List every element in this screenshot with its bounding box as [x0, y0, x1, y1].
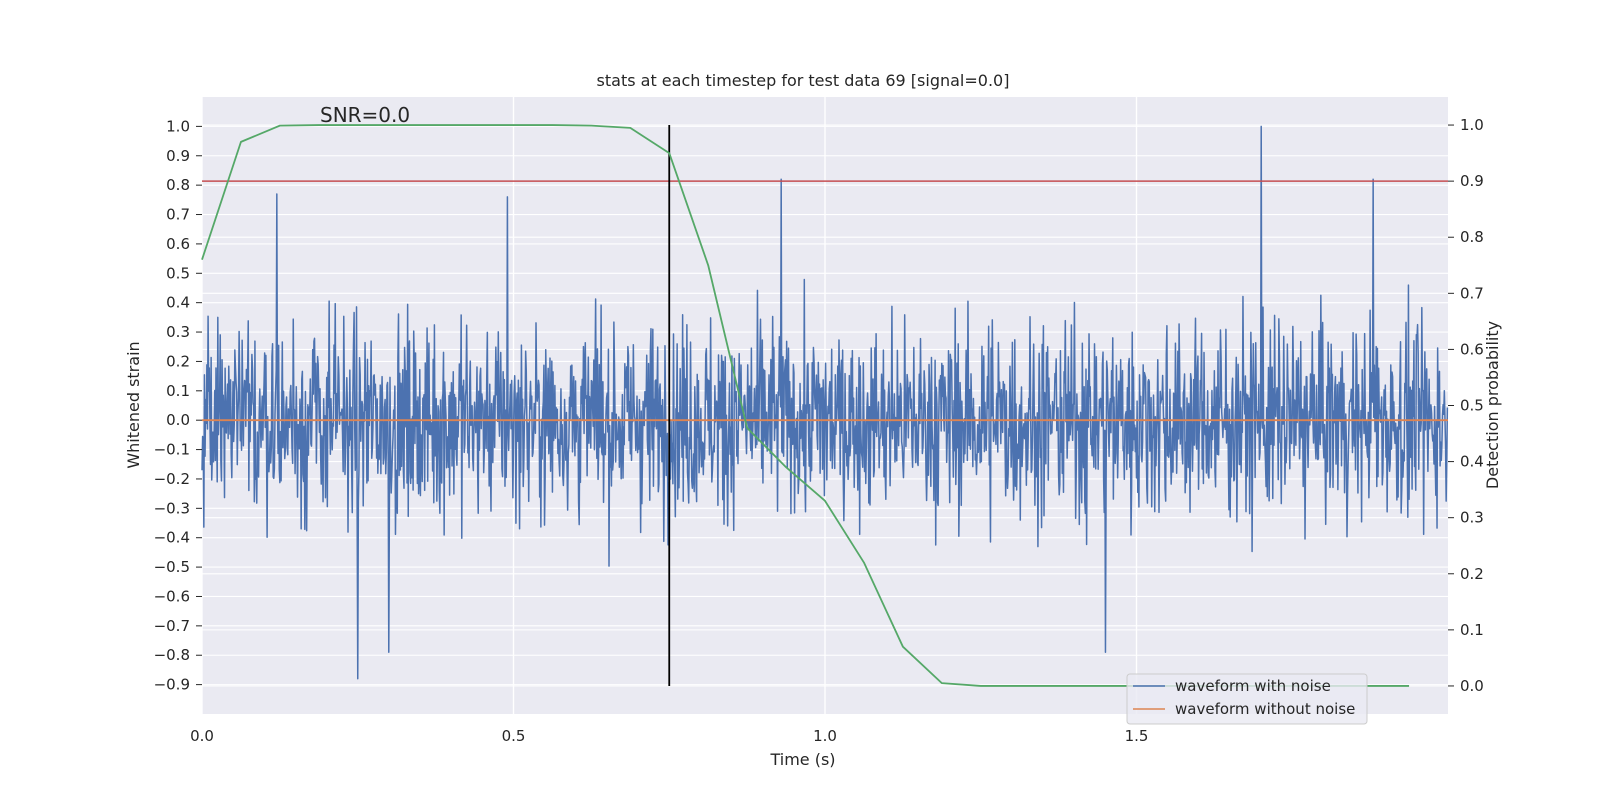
- y-left-tick-label: 0.9: [166, 147, 190, 165]
- y-left-tick-label: 1.0: [166, 117, 190, 135]
- x-tick-label: 0.5: [502, 727, 526, 745]
- y-left-tick-label: 0.8: [166, 176, 190, 194]
- y-left-tick-label: 0.3: [166, 323, 190, 341]
- y-left-axis-ticks: −0.9 −0.8 −0.7 −0.6 −0.5 −0.4 −0.3 −0.2 −0.1 0.0 0…: [154, 117, 202, 694]
- y-right-tick-label: 0.2: [1460, 565, 1484, 583]
- y-right-tick-label: 0.8: [1460, 228, 1484, 246]
- line-waveform-with-noise: [201, 125, 1449, 680]
- y-left-tick-label: −0.5: [154, 558, 190, 576]
- y-left-tick-label: −0.6: [154, 587, 190, 605]
- y-right-tick-label: 1.0: [1460, 116, 1484, 134]
- y-left-tick-label: −0.3: [154, 499, 190, 517]
- x-tick-label: 1.5: [1125, 727, 1149, 745]
- y-left-tick-label: 0.6: [166, 235, 190, 253]
- y-left-tick-label: 0.4: [166, 294, 190, 312]
- legend-label-waveform-with-noise: waveform with noise: [1175, 677, 1331, 695]
- y-right-tick-label: 0.7: [1460, 284, 1484, 302]
- y-left-tick-label: −0.8: [154, 646, 190, 664]
- y-right-tick-label: 0.1: [1460, 621, 1484, 639]
- y-right-axis-ticks: 0.0 0.1 0.2 0.3 0.4 0.5 0.6 0.7 0.8 0.9 1.0: [1448, 116, 1484, 695]
- legend-box: [1126, 673, 1368, 725]
- y-left-tick-label: −0.2: [154, 470, 190, 488]
- x-axis-label: Time (s): [769, 750, 835, 769]
- legend-label-waveform-without-noise: waveform without noise: [1175, 700, 1355, 718]
- x-tick-label: 0.0: [190, 727, 214, 745]
- y-right-tick-label: 0.0: [1460, 677, 1484, 695]
- y-left-tick-label: −0.4: [154, 529, 190, 547]
- y-left-tick-label: 0.5: [166, 264, 190, 282]
- legend: waveform with noise waveform without noi…: [1126, 673, 1368, 725]
- y-left-tick-label: −0.7: [154, 617, 190, 635]
- y-right-tick-label: 0.6: [1460, 340, 1484, 358]
- y-right-tick-label: 0.4: [1460, 453, 1484, 471]
- y-left-tick-label: −0.1: [154, 441, 190, 459]
- series-waveform-with-noise: [201, 125, 1449, 680]
- y-left-axis-label: Whitened strain: [124, 341, 143, 468]
- y-right-tick-label: 0.3: [1460, 509, 1484, 527]
- y-left-tick-label: −0.9: [154, 676, 190, 694]
- x-axis-ticks: 0.0 0.5 1.0 1.5: [190, 727, 1148, 745]
- x-tick-label: 1.0: [813, 727, 837, 745]
- y-right-axis-label: Detection probability: [1483, 321, 1502, 489]
- y-left-tick-label: 0.2: [166, 352, 190, 370]
- y-left-tick-label: 0.0: [166, 411, 190, 429]
- snr-annotation: SNR=0.0: [320, 103, 410, 127]
- y-left-tick-label: 0.1: [166, 382, 190, 400]
- chart-title: stats at each timestep for test data 69 …: [597, 71, 1010, 90]
- y-left-tick-label: 0.7: [166, 206, 190, 224]
- y-right-tick-label: 0.9: [1460, 172, 1484, 190]
- y-right-tick-label: 0.5: [1460, 397, 1484, 415]
